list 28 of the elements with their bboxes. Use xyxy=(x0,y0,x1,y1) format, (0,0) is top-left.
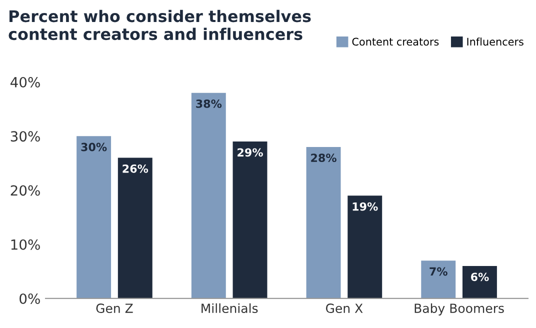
bar xyxy=(191,92,226,298)
data-label: 6% xyxy=(470,272,489,282)
x-tick-label: Baby Boomers xyxy=(414,303,504,316)
data-label: 38% xyxy=(196,100,222,108)
y-tick-label: 0% xyxy=(20,293,40,304)
data-label: 30% xyxy=(81,142,107,152)
y-tick-label: 30% xyxy=(10,131,40,142)
data-label: 19% xyxy=(352,202,378,211)
bar xyxy=(76,136,112,298)
bar xyxy=(421,260,456,298)
data-label: 28% xyxy=(311,154,336,162)
chart-title: Percent who consider themselves content creators and influencers xyxy=(8,10,311,40)
y-tick-label: 10% xyxy=(11,239,40,250)
bar xyxy=(348,196,382,298)
data-label: 26% xyxy=(122,164,148,173)
x-tick-label: Gen Z xyxy=(96,304,133,314)
data-label: 7% xyxy=(430,267,448,276)
bar xyxy=(462,266,497,298)
y-tick-label: 40% xyxy=(10,76,40,88)
bar xyxy=(232,142,268,298)
legend-label: Content creators xyxy=(352,38,439,46)
y-tick-label: 20% xyxy=(10,185,40,196)
bar xyxy=(118,158,152,298)
data-label: 29% xyxy=(238,148,263,157)
x-tick-label: Millenials xyxy=(202,303,258,314)
x-tick-label: Gen X xyxy=(326,304,363,314)
legend-label: Influencers xyxy=(467,38,524,46)
bar xyxy=(306,146,341,298)
